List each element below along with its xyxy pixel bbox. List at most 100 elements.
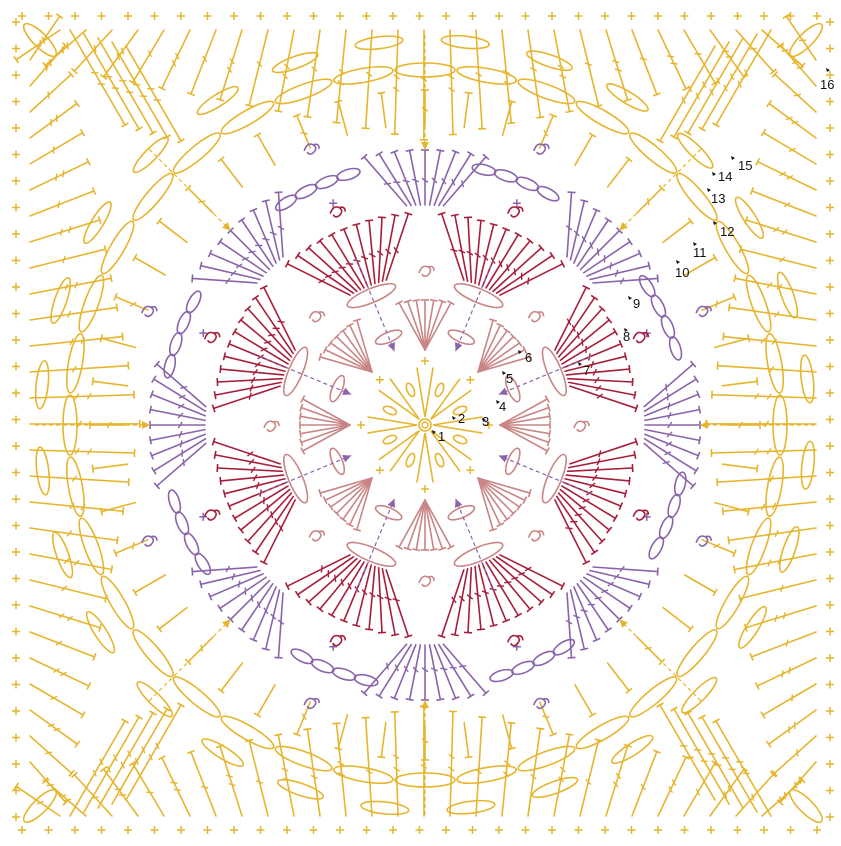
purple-stitch-bar (600, 589, 609, 594)
purple-stitch (408, 644, 422, 701)
rose-stitch (406, 300, 426, 351)
outer-stitch-left (29, 335, 124, 347)
rose-stitch-cap (339, 516, 347, 523)
ring-outer-chain (85, 610, 116, 654)
purple-stitch-bar (441, 177, 447, 185)
ring-outer-chain (681, 676, 718, 714)
rose-stitch-cap (318, 489, 323, 498)
outer-stitch-right-bar (779, 171, 787, 177)
outer-stitch-top (657, 29, 687, 90)
crimson-stitch (355, 564, 373, 627)
outer-stitch-left (29, 15, 61, 61)
purple-chain (489, 668, 514, 683)
purple-stitch (438, 153, 472, 207)
ring-stitch (721, 380, 758, 387)
outer-stitch-top (449, 29, 454, 136)
outer-stitch-bottom-cap (652, 749, 661, 754)
crimson-stitch-cap (437, 634, 446, 639)
crimson-stitch (219, 368, 285, 376)
join-guide-arrows (35, 35, 830, 815)
purple-stitch-cap (207, 249, 213, 258)
edge-sc-top (707, 12, 715, 20)
purple-chain (532, 650, 556, 667)
rose-stitch-cap (327, 339, 334, 347)
outer-stitch-left-cap (74, 740, 81, 748)
outer-stitch-bottom (709, 767, 746, 817)
purple-stitch-bar (277, 619, 285, 625)
corner-stitch-cap (684, 130, 692, 136)
purple-stitch-cap (580, 199, 589, 203)
outer-stitch-top-bar (448, 87, 456, 93)
purple-stitch (589, 569, 650, 586)
edge-sc-bottom (442, 826, 450, 834)
rose-stitch (477, 477, 494, 531)
outer-stitch-left-cap (91, 186, 97, 195)
outer-stitch-top-cap (652, 92, 661, 97)
purple-stitch-cap (567, 191, 576, 194)
crimson-stitch-cap (502, 226, 511, 232)
edge-sc-bottom (389, 826, 397, 834)
ring-chain-loop (517, 78, 576, 105)
ring-stitch-bar (715, 300, 719, 308)
edge-sc-bottom (468, 826, 477, 834)
outer-stitch-left-bar (69, 338, 74, 346)
outer-stitch-top (219, 29, 243, 101)
outer-stitch-top-bar (447, 74, 455, 80)
purple-stitch-bar (235, 263, 243, 269)
crimson-stitch-cap (226, 502, 232, 511)
edge-sc-left (12, 548, 20, 556)
outer-stitch-right-bar (753, 448, 759, 456)
ring-chain-loop (274, 745, 333, 772)
crimson-stitch-cap (628, 365, 631, 374)
ring-chain-loop (745, 517, 772, 576)
crimson-stitch-bar (248, 392, 252, 400)
round-label-10: 10 (675, 265, 689, 280)
edge-sc-bottom (760, 826, 768, 834)
purple-stitch (200, 569, 261, 586)
purple-stitch (209, 573, 264, 598)
purple-stitch-cap (689, 482, 697, 490)
crimson-stitch (216, 377, 284, 383)
ring-stitch-cap (113, 292, 118, 301)
purple-stitch-cap (274, 191, 283, 194)
edge-sc-bottom (601, 826, 609, 834)
ring-chain-loop (517, 745, 576, 772)
ring-outer-chain (605, 83, 649, 112)
rose-stitch-cap (509, 333, 517, 341)
rose-chain (282, 453, 309, 504)
crimson-stitch-bar (571, 324, 576, 332)
crimson-stitch-bar (384, 596, 392, 601)
purple-join-arrow (258, 455, 352, 495)
ring-stitch-cap (334, 99, 343, 104)
ring-outer-chain (360, 800, 410, 816)
crimson-stitch (488, 240, 531, 291)
rose-stitch-cap (403, 299, 412, 304)
rose-stitch (477, 477, 502, 526)
crimson-stitch (568, 454, 636, 469)
rose-stitch (319, 477, 373, 494)
rose-stitch (415, 299, 426, 351)
rose-stitch (477, 477, 531, 494)
rose-stitch-cap (345, 522, 354, 528)
purple-stitch-bar (614, 269, 619, 277)
edge-sc-left (12, 177, 20, 185)
outer-stitch-top-cap (799, 62, 806, 70)
edge-sc-right (826, 548, 834, 556)
rose-stitch (424, 499, 435, 551)
outer-stitch-right-bar (773, 311, 780, 318)
crimson-stitch-cap (514, 612, 523, 619)
round-pointer (502, 371, 506, 375)
outer-stitch-right (722, 501, 817, 513)
center-v-stitch (416, 432, 434, 483)
outer-stitch-bottom (248, 739, 269, 817)
outer-stitch-left-bar (66, 310, 72, 318)
purple-stitch (219, 240, 268, 274)
ring-stitch-cap (253, 712, 262, 718)
rose-stitch-cap (429, 298, 438, 302)
outer-stitch-right (756, 161, 817, 191)
outer-stitch-right-bar (766, 447, 772, 455)
outer-stitch-top (102, 29, 139, 78)
crimson-stitch-bar (592, 368, 598, 376)
outer-stitch-right (728, 306, 817, 321)
crimson-stitch-bar (347, 582, 352, 590)
